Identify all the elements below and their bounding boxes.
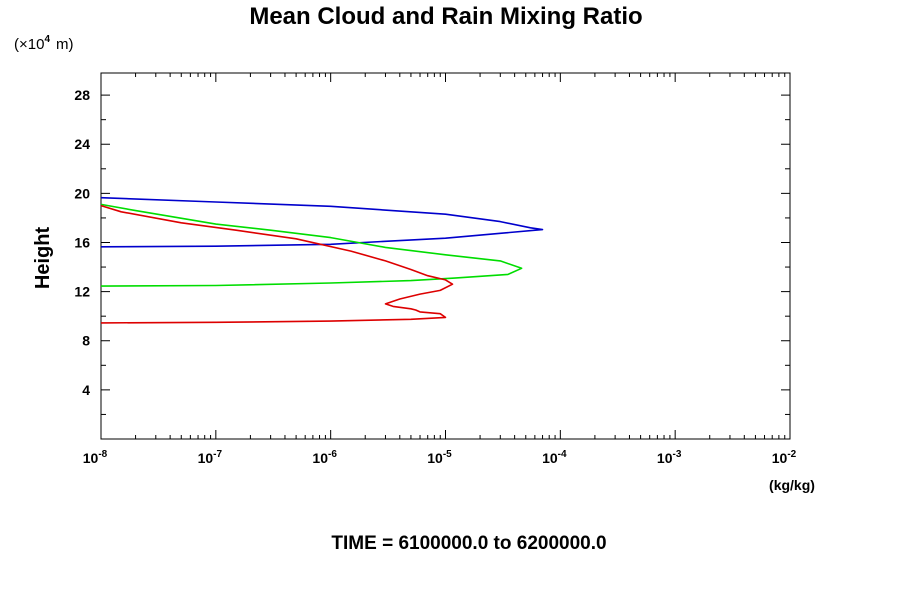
axis-ticks — [100, 73, 791, 439]
x-tick-label: 10-7 — [198, 449, 223, 466]
y-tick-labels: 4 8 12 16 20 24 28 — [74, 87, 90, 398]
x-tick-base: 10 — [198, 450, 214, 466]
x-tick-label: 10-3 — [657, 449, 682, 466]
y-axis-label: Height — [32, 227, 54, 290]
x-tick-base: 10 — [83, 450, 99, 466]
x-tick-base: 10 — [312, 450, 328, 466]
series-line-1 — [100, 196, 544, 248]
series-lines — [100, 196, 544, 324]
x-tick-exponent: -8 — [98, 449, 107, 460]
x-tick-label: 10-4 — [542, 449, 567, 466]
y-tick-label: 28 — [74, 87, 90, 103]
x-tick-labels: 10-8 10-7 10-6 10-5 10-4 10-3 10-2 — [83, 449, 797, 466]
y-tick-label: 12 — [74, 284, 90, 300]
x-tick-label: 10-6 — [312, 449, 337, 466]
y-units: (×104 m) — [14, 34, 74, 53]
time-footer: TIME = 6100000.0 to 6200000.0 — [331, 533, 606, 554]
y-tick-label: 4 — [82, 382, 90, 398]
x-tick-label: 10-5 — [427, 449, 452, 466]
x-tick-label: 10-2 — [772, 449, 797, 466]
x-tick-exponent: -4 — [558, 449, 567, 460]
x-tick-exponent: -5 — [443, 449, 452, 460]
y-tick-label: 24 — [74, 136, 90, 152]
y-tick-label: 8 — [82, 333, 90, 349]
plot-frame — [100, 72, 791, 440]
x-tick-base: 10 — [427, 450, 443, 466]
x-tick-exponent: -7 — [213, 449, 222, 460]
series-line-2 — [100, 203, 523, 287]
y-tick-label: 20 — [74, 185, 90, 201]
x-tick-label: 10-8 — [83, 449, 108, 466]
y-tick-label: 16 — [74, 234, 90, 250]
chart-title: Mean Cloud and Rain Mixing Ratio — [249, 3, 642, 30]
x-tick-base: 10 — [657, 450, 673, 466]
x-tick-base: 10 — [542, 450, 558, 466]
y-units-suffix: m) — [56, 36, 74, 53]
y-units-prefix: (×10 — [14, 36, 44, 53]
x-tick-exponent: -2 — [787, 449, 796, 460]
x-tick-base: 10 — [772, 450, 788, 466]
x-tick-exponent: -3 — [673, 449, 682, 460]
series-line-3 — [100, 204, 454, 324]
x-tick-exponent: -6 — [328, 449, 337, 460]
x-units: (kg/kg) — [769, 477, 815, 493]
y-units-exponent: 4 — [44, 34, 50, 45]
